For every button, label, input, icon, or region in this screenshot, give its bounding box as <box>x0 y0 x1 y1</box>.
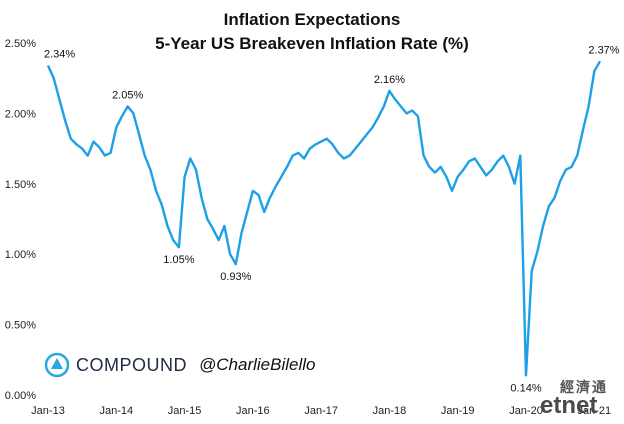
compound-logo-icon <box>44 352 70 378</box>
y-tick-label: 0.50% <box>5 320 36 332</box>
x-tick-label: Jan-21 <box>577 405 611 417</box>
x-tick-label: Jan-13 <box>31 405 65 417</box>
x-tick-label: Jan-17 <box>304 405 338 417</box>
y-axis: 0.00% 0.50% 1.00% 1.50% 2.00% 2.50% <box>5 38 36 402</box>
y-tick-label: 2.50% <box>5 38 36 50</box>
chart-title: Inflation Expectations <box>223 10 401 29</box>
x-tick-label: Jan-20 <box>509 405 543 417</box>
data-label: 2.37% <box>588 44 619 56</box>
series-layer <box>46 60 602 377</box>
etnet-watermark-text: etnet <box>540 392 598 419</box>
brand-handle: @CharlieBilello <box>199 355 316 374</box>
brand-block: COMPOUND @CharlieBilello <box>44 352 315 378</box>
x-tick-label: Jan-15 <box>168 405 202 417</box>
x-tick-label: Jan-19 <box>441 405 475 417</box>
data-label: 0.14% <box>510 382 541 394</box>
x-tick-label: Jan-18 <box>373 405 407 417</box>
x-tick-label: Jan-14 <box>99 405 133 417</box>
data-label: 2.16% <box>374 74 405 86</box>
y-tick-label: 1.50% <box>5 179 36 191</box>
y-tick-label: 1.00% <box>5 249 36 261</box>
chart-subtitle: 5-Year US Breakeven Inflation Rate (%) <box>155 34 469 53</box>
y-tick-label: 0.00% <box>5 390 36 402</box>
data-label: 2.05% <box>112 89 143 101</box>
data-label: 1.05% <box>163 254 194 266</box>
x-axis: Jan-13 Jan-14 Jan-15 Jan-16 Jan-17 Jan-18 Jan-… <box>31 405 611 417</box>
brand-name: COMPOUND <box>76 354 187 375</box>
etnet-chinese-watermark: 經濟通 <box>560 379 608 395</box>
y-tick-label: 2.00% <box>5 108 36 120</box>
series-line <box>46 60 602 377</box>
annotation-layer: 2.34% 2.05% 1.05% 0.93% 2.16% 0.14% 2.37% <box>44 44 620 394</box>
data-label: 2.34% <box>44 49 75 61</box>
x-tick-label: Jan-16 <box>236 405 270 417</box>
data-label: 0.93% <box>220 271 251 283</box>
chart-title-block: Inflation Expectations 5-Year US Breakev… <box>0 8 624 56</box>
etnet-logo-icon: etnet <box>540 392 597 420</box>
